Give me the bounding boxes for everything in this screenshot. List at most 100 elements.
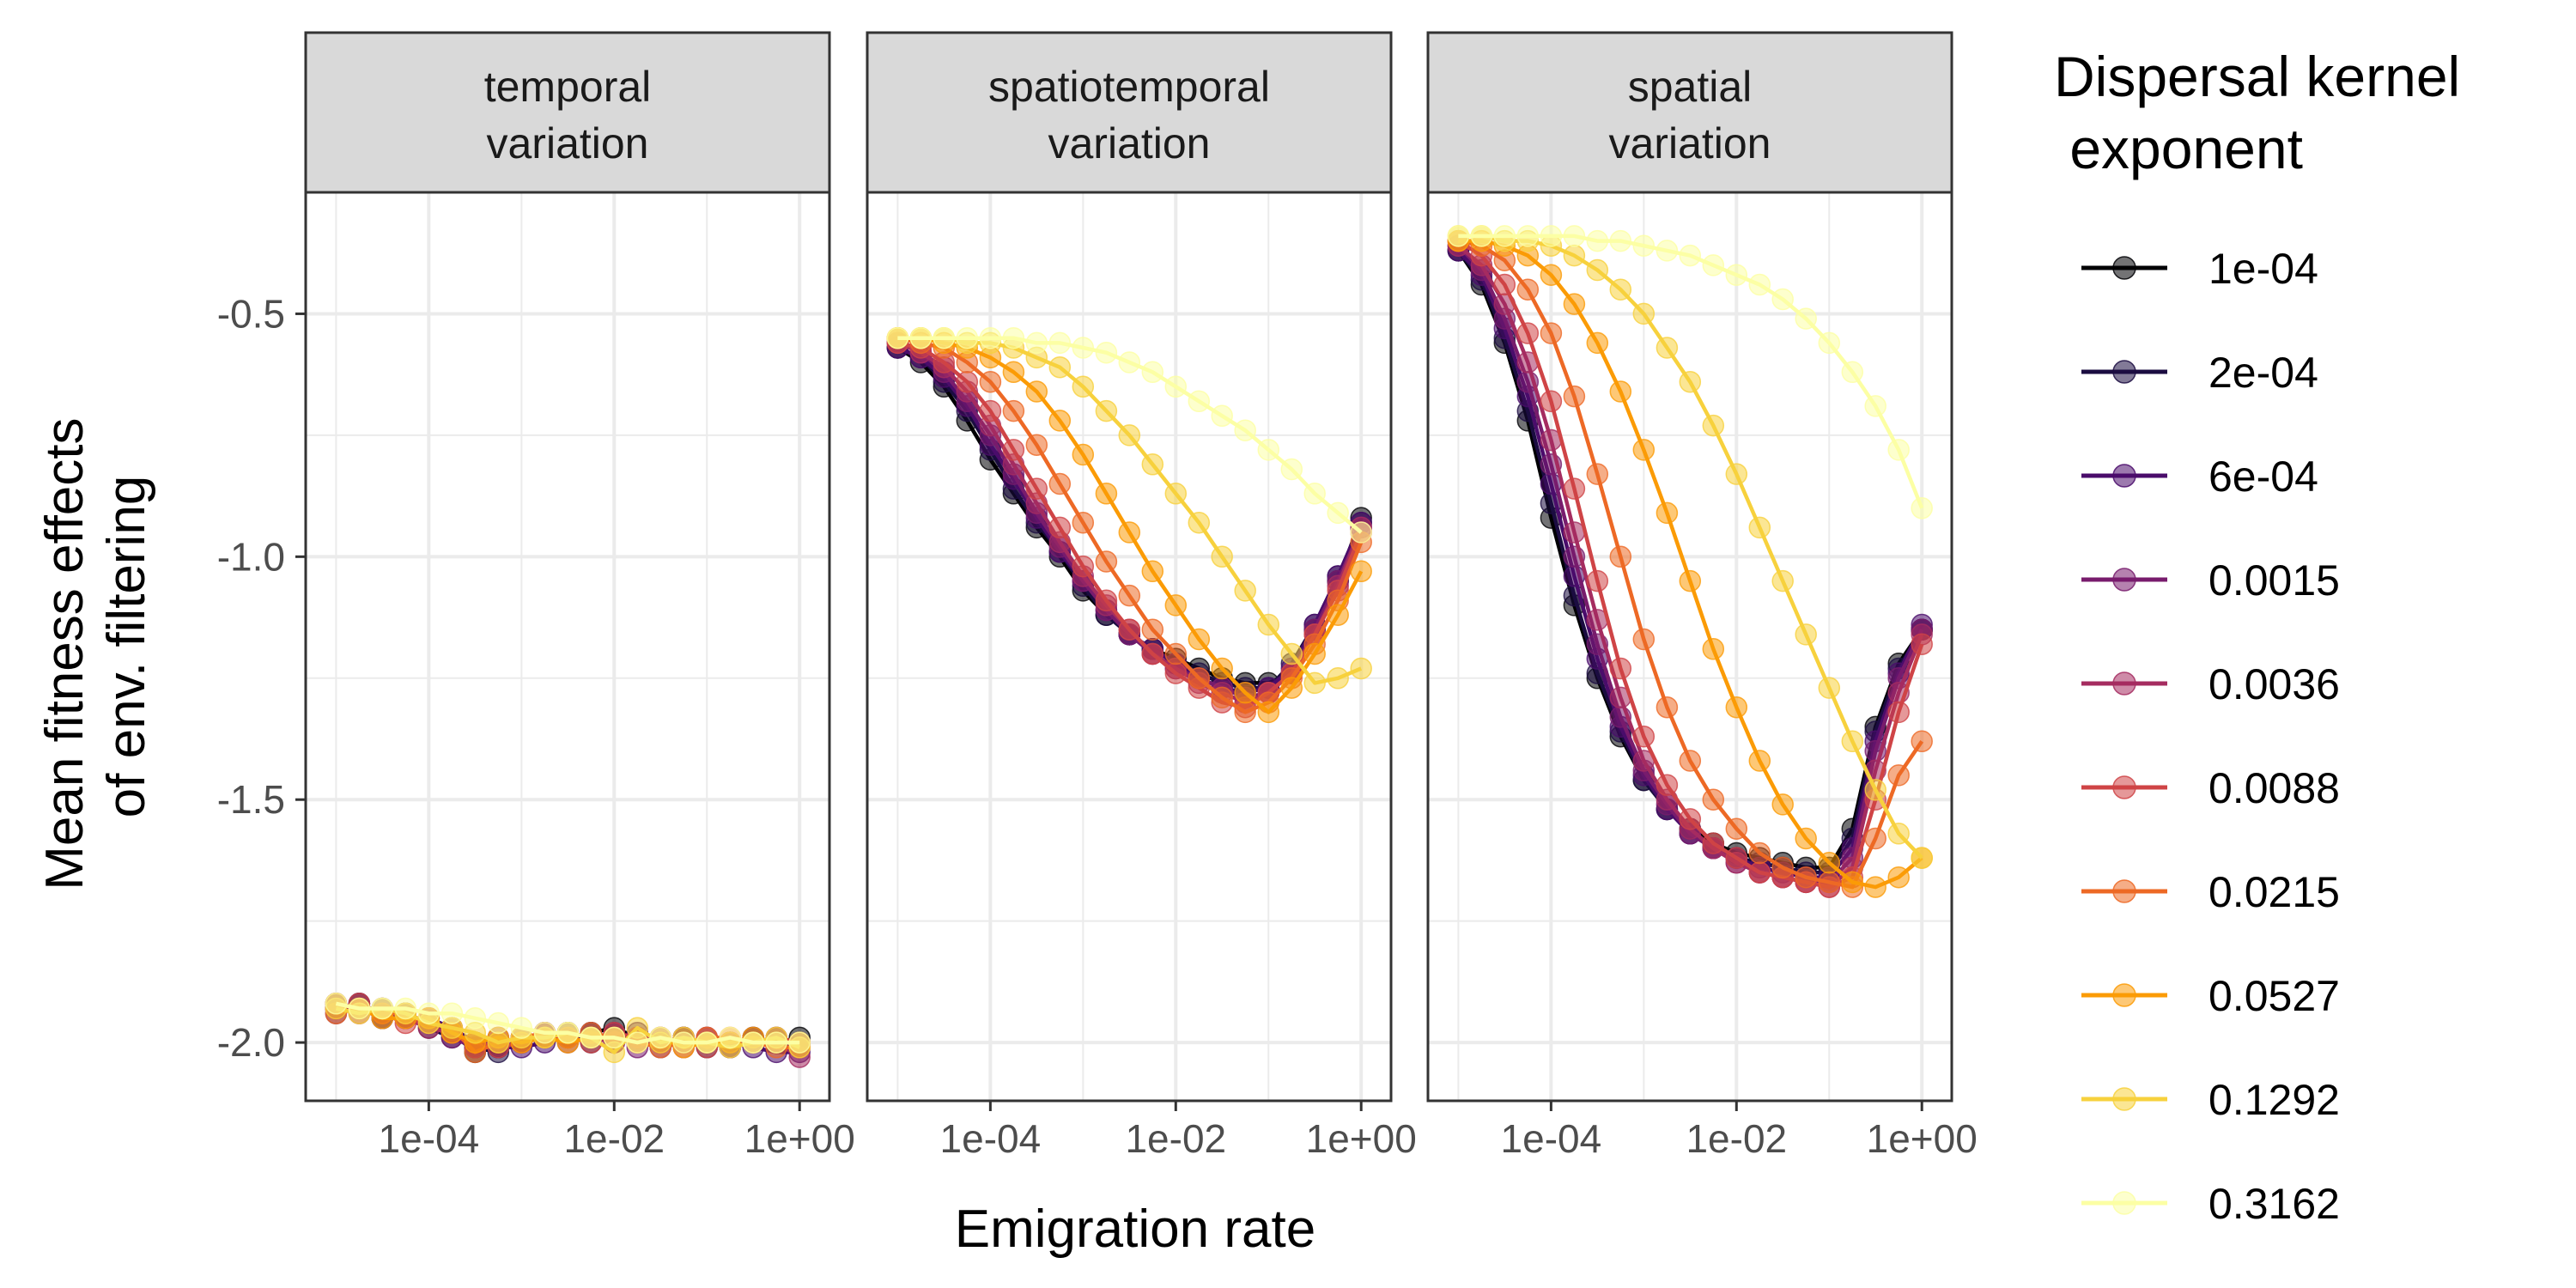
x-axis-title: Emigration rate [955,1200,1315,1259]
legend-key-point [2112,879,2136,903]
x-tick-label: 1e-04 [1501,1116,1602,1161]
series-point-6 [979,399,1002,422]
panel-2: spatiotemporal variation 1e-04 1e-02 1e+00 [866,31,1417,1161]
series-point-9 [1632,302,1656,325]
series-point-10 [649,1026,671,1049]
series-point-9 [1771,569,1794,592]
legend-label: 0.0215 [2208,868,2340,916]
series-point-8 [1632,439,1656,461]
legend-title-line-1: Dispersal kernel [2054,45,2460,108]
legend-item: 1e-04 [2081,245,2318,293]
legend-key-point [2112,775,2136,799]
series-point-7 [1586,463,1609,485]
series-point-10 [1516,225,1540,247]
series-point-10 [1234,419,1256,441]
legend-key-point [2112,671,2136,696]
legend-item: 0.0527 [2081,972,2340,1020]
series-point-10 [909,326,933,349]
legend: Dispersal kernel exponent 1e-04 2e-04 6e-0… [2054,45,2460,1228]
series-point-10 [626,1031,649,1054]
series-point-8 [1141,560,1164,583]
strip-label: temporal [484,63,652,111]
series-point-10 [1257,439,1280,461]
series-point-6 [1632,725,1656,748]
legend-key-point [2112,983,2136,1007]
series-point-8 [1350,560,1372,583]
series-point-6 [1072,555,1095,578]
series-point-10 [742,1031,764,1054]
series-point-7 [1632,628,1656,651]
series-point-9 [1048,355,1072,379]
series-point-10 [487,1012,510,1035]
series-point-10 [1327,501,1349,525]
series-point-7 [979,370,1002,393]
series-point-10 [1563,225,1586,247]
series-point-7 [1563,385,1586,408]
panel-3: spatial variation 1e-04 1e-02 1e+00 [1426,31,1978,1161]
series-point-6 [1048,516,1072,539]
strip-label: spatial [1628,63,1753,111]
legend-item: 0.0215 [2081,868,2340,916]
series-point-10 [1141,361,1164,384]
series-point-9 [1864,779,1886,801]
series-point-10 [1841,361,1864,384]
series-point-9 [1118,424,1141,447]
series-point-10 [464,1007,487,1030]
series-group [1447,225,1933,898]
series-point-8 [1679,569,1702,592]
series-group [325,993,811,1068]
legend-item: 0.1292 [2081,1076,2340,1124]
series-point-8 [1327,604,1349,626]
series-point-9 [1702,414,1725,437]
series-point-8 [1748,750,1771,772]
series-point-9 [1188,511,1211,534]
series-point-9 [1887,823,1910,845]
strip-background [304,31,831,194]
series-point-8 [1072,443,1095,466]
series-point-8 [1303,642,1326,665]
series-point-9 [1303,671,1326,695]
legend-item: 0.0088 [2081,764,2340,812]
series-point-8 [1702,638,1725,660]
legend-item: 0.3162 [2081,1180,2340,1228]
panel-background [306,192,829,1101]
legend-items: 1e-04 2e-04 6e-04 0.0015 0.0036 0.0088 0.0215 0… [2081,245,2340,1228]
strip-background [866,31,1393,194]
series-point-9 [1586,258,1609,282]
series-point-10 [1002,326,1025,349]
series-point-6 [1656,774,1679,796]
series-point-10 [325,993,348,1015]
series-point-8 [1864,876,1886,898]
series-point-6 [1095,589,1118,612]
x-tick-label: 1e-02 [1686,1116,1787,1161]
series-point-7 [1795,866,1817,889]
legend-key-point [2112,360,2136,384]
series-point-7 [1679,750,1702,772]
series-point-8 [1771,793,1794,816]
series-point-10 [1447,225,1470,247]
series-point-7 [1748,841,1771,865]
y-tick-label: -1.5 [217,777,285,822]
panels: temporal variation 1e-04 1e-02 1e+00 -0.5 -1.0… [217,31,1978,1161]
series-point-10 [979,326,1002,349]
series-point-10 [533,1022,556,1044]
series-point-9 [1234,580,1256,602]
series-point-9 [1748,516,1771,539]
series-point-8 [1609,380,1632,403]
series-point-10 [603,1026,626,1049]
series-point-8 [1841,871,1864,894]
series-point-7 [1002,399,1025,422]
series-point-8 [1818,852,1841,874]
series-point-8 [1188,628,1211,651]
series-point-7 [1864,827,1886,850]
legend-item: 2e-04 [2081,349,2318,397]
series-point-6 [1493,273,1516,296]
series-point-8 [1164,594,1188,617]
series-point-10 [672,1031,695,1054]
series-point-10 [1540,225,1563,247]
legend-item: 0.0015 [2081,556,2340,605]
legend-label: 0.1292 [2208,1076,2340,1124]
series-point-10 [1280,458,1303,481]
series-point-9 [1327,667,1349,690]
